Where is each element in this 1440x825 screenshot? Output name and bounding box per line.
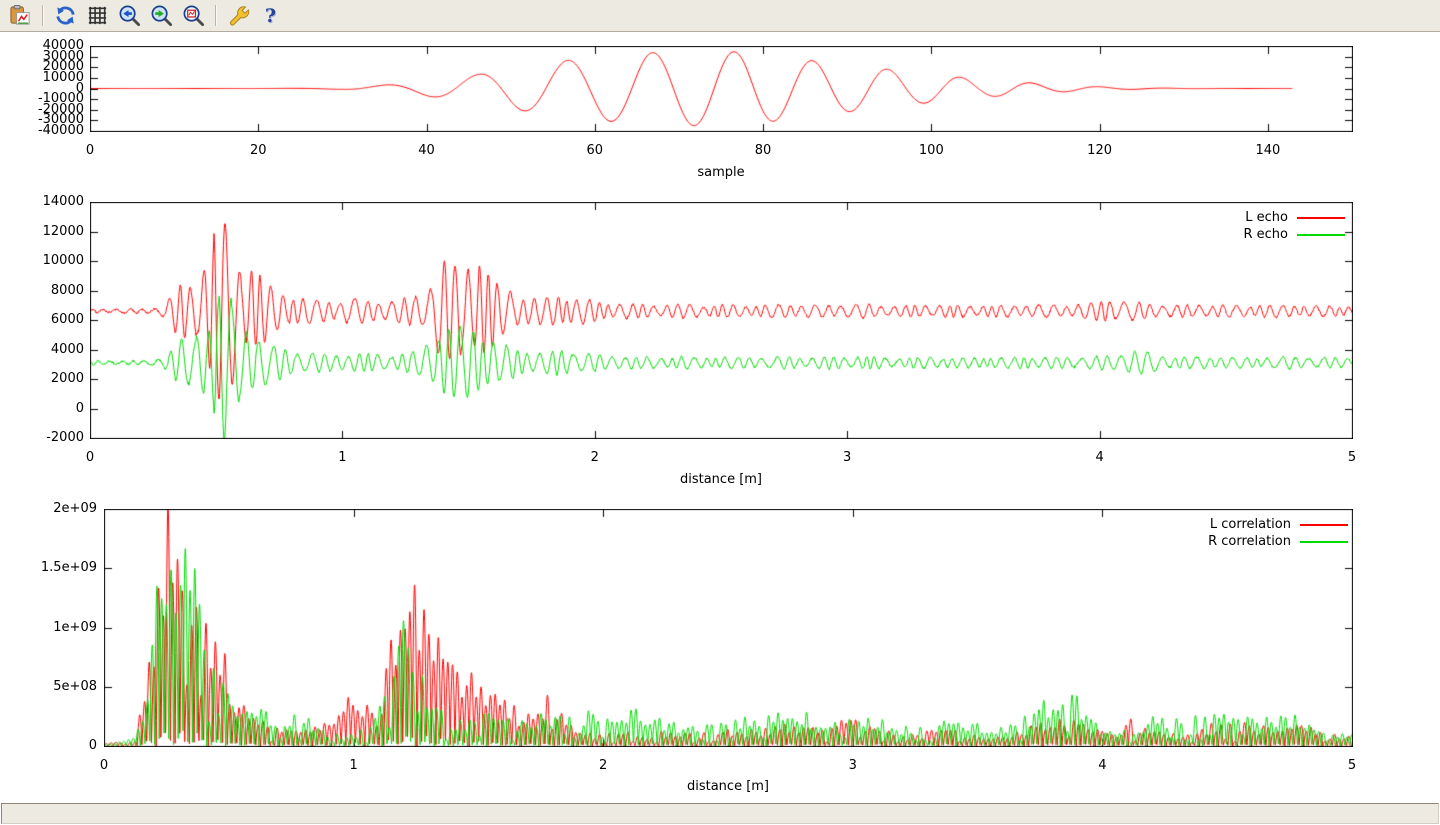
legend-line-swatch: [1300, 523, 1348, 526]
zoom-previous-icon: [119, 5, 141, 27]
x-tick-label: 0: [85, 143, 95, 158]
zoom-next-button[interactable]: [147, 2, 176, 29]
x-tick-label: 2: [599, 758, 608, 773]
x-tick-label: 1: [349, 758, 358, 773]
x-tick-label: 5: [1347, 758, 1357, 773]
toolbar-separator: [42, 5, 44, 26]
y-tick-label: 4000: [50, 341, 84, 357]
y-tick-label: 14000: [42, 194, 84, 209]
x-tick-label: 140: [1255, 143, 1281, 158]
legend-line-swatch: [1297, 233, 1345, 236]
x-tick-label: 1: [338, 450, 347, 465]
x-tick-label: 20: [249, 143, 267, 158]
replot-button[interactable]: [51, 2, 80, 29]
zoom-fit-icon: [183, 5, 205, 27]
legend-label: L correlation: [1209, 517, 1291, 532]
y-tick-label: 5e+08: [53, 678, 97, 694]
x-tick-label: 0: [99, 758, 109, 773]
y-tick-label: 2000: [50, 371, 84, 386]
x-tick-label: 80: [754, 143, 772, 158]
x-tick-label: 4: [1098, 758, 1107, 773]
echo-legend: L echo R echo: [1243, 210, 1345, 242]
x-tick-label: 60: [586, 143, 604, 158]
echo-xaxis-title: distance [m]: [679, 472, 763, 487]
x-tick-label: 0: [85, 450, 95, 465]
y-tick-label: 10000: [42, 253, 84, 268]
echo-plot-canvas[interactable]: [90, 202, 1353, 439]
x-tick-label: 4: [1095, 450, 1104, 465]
correlation-legend: L correlation R correlation: [1208, 517, 1348, 549]
legend-line-swatch: [1297, 216, 1345, 219]
status-bar: [1, 803, 1439, 824]
y-tick-label: -10000: [37, 91, 84, 107]
x-tick-label: 3: [848, 758, 857, 773]
x-tick-label: 5: [1347, 450, 1357, 465]
copy-plot-to-clipboard-button[interactable]: [6, 2, 35, 29]
pulse-plot-canvas[interactable]: [90, 46, 1353, 132]
y-tick-label: 0: [75, 400, 84, 416]
x-tick-label: 100: [918, 143, 944, 158]
configure-button[interactable]: [224, 2, 253, 29]
y-tick-label: 0: [88, 738, 97, 753]
y-tick-label: -20000: [37, 101, 84, 117]
clipboard-copy-icon: [10, 4, 30, 25]
question-mark-icon: ?: [264, 4, 277, 27]
x-tick-label: 120: [1087, 143, 1112, 158]
help-button[interactable]: ?: [256, 2, 285, 29]
x-tick-label: 3: [843, 450, 852, 465]
correlation-plot-canvas[interactable]: [104, 509, 1353, 747]
legend-entry: L correlation: [1210, 517, 1348, 532]
wrench-icon: [229, 6, 250, 26]
autoscale-fit-button[interactable]: [179, 2, 208, 29]
y-tick-label: 40000: [42, 38, 84, 53]
toolbar-separator: [215, 5, 217, 26]
y-tick-label: -30000: [37, 112, 84, 128]
pulse-xaxis-title: sample: [697, 165, 745, 180]
y-tick-label: 6000: [50, 312, 84, 327]
y-tick-label: 8000: [50, 282, 84, 298]
legend-entry: R echo: [1243, 227, 1345, 242]
toggle-grid-button[interactable]: [83, 2, 112, 29]
zoom-next-icon: [151, 5, 173, 27]
legend-line-swatch: [1300, 540, 1348, 543]
legend-label: L echo: [1245, 210, 1288, 225]
legend-entry: R correlation: [1208, 534, 1348, 549]
y-tick-label: 2e+09: [53, 501, 97, 516]
grid-icon: [88, 6, 107, 25]
x-tick-label: 2: [590, 450, 599, 465]
y-tick-label: -2000: [46, 430, 84, 445]
toolbar: ?: [0, 0, 1440, 32]
zoom-previous-button[interactable]: [115, 2, 144, 29]
legend-label: R correlation: [1208, 534, 1291, 549]
y-tick-label: -40000: [37, 123, 84, 138]
correlation-xaxis-title: distance [m]: [686, 779, 770, 794]
legend-entry: L echo: [1245, 210, 1345, 225]
y-tick-label: 12000: [42, 223, 84, 239]
y-tick-label: 1e+09: [53, 619, 97, 635]
y-tick-label: 10000: [42, 69, 84, 85]
y-tick-label: 20000: [42, 59, 84, 75]
refresh-icon: [56, 6, 75, 25]
y-tick-label: 0: [75, 80, 84, 96]
legend-label: R echo: [1243, 227, 1288, 242]
y-tick-label: 1.5e+09: [40, 560, 97, 576]
y-tick-label: 30000: [42, 48, 84, 64]
x-tick-label: 40: [418, 143, 435, 158]
